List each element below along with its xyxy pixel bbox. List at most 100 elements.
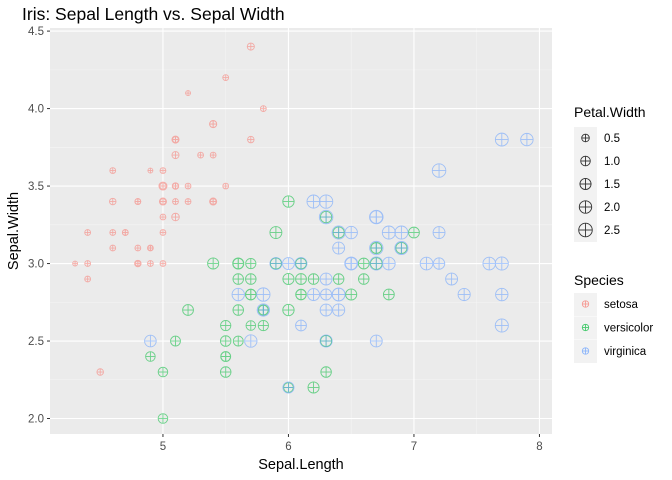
data-point — [369, 209, 384, 225]
y-tick-label: 4.0 — [28, 104, 44, 116]
size-legend-glyph — [581, 133, 590, 143]
data-point — [432, 226, 446, 239]
data-point — [369, 240, 384, 256]
size-legend-label: 0.5 — [604, 133, 620, 145]
data-point — [494, 256, 509, 271]
data-point — [269, 226, 283, 239]
data-point — [431, 163, 447, 178]
data-point — [256, 303, 270, 317]
data-point — [222, 74, 230, 81]
size-legend-glyph — [578, 200, 593, 214]
data-point — [245, 288, 257, 301]
data-point — [171, 212, 180, 222]
data-point — [219, 335, 232, 347]
data-point — [269, 257, 283, 270]
data-point — [158, 197, 167, 206]
data-point — [331, 225, 346, 240]
data-point — [259, 105, 267, 112]
data-point — [184, 198, 192, 205]
data-point — [231, 287, 245, 302]
data-point — [147, 244, 154, 252]
data-point — [247, 135, 255, 144]
data-point — [147, 260, 154, 267]
data-point — [220, 351, 231, 362]
y-tick-label: 3.0 — [28, 259, 44, 271]
data-points — [72, 42, 534, 424]
data-point — [345, 288, 358, 301]
data-point — [319, 272, 333, 286]
data-point — [382, 256, 396, 271]
color-legend-glyph — [581, 323, 590, 332]
data-point — [394, 241, 409, 256]
data-point — [84, 260, 92, 267]
y-tick-label: 2.5 — [28, 336, 44, 348]
data-point — [220, 319, 232, 332]
color-legend: Species setosa versicolor virginica — [574, 272, 653, 363]
y-axis: 2.0 2.5 3.0 3.5 4.0 4.5 — [28, 26, 50, 426]
data-point — [294, 257, 308, 270]
plot-panel — [50, 28, 552, 434]
size-legend-glyph — [579, 177, 592, 191]
size-legend: Petal.Width 0.5 1.0 1.5 2.0 2.5 — [574, 104, 646, 242]
color-legend-label: virginica — [604, 346, 647, 358]
data-point — [332, 241, 346, 255]
data-point — [295, 319, 307, 332]
data-point — [159, 229, 167, 236]
data-point — [332, 273, 345, 285]
data-point — [318, 209, 334, 225]
data-point — [408, 226, 420, 239]
data-point — [209, 120, 218, 129]
data-point — [256, 287, 271, 302]
data-point — [520, 132, 534, 147]
data-point — [282, 195, 295, 208]
data-point — [219, 366, 232, 378]
data-point — [222, 182, 230, 190]
data-point — [232, 304, 244, 316]
data-point — [319, 303, 333, 317]
data-point — [282, 303, 295, 317]
data-point — [282, 257, 295, 270]
data-point — [358, 273, 370, 285]
size-legend-glyph — [578, 222, 593, 238]
data-point — [134, 198, 142, 205]
data-point — [134, 259, 142, 268]
size-legend-label: 1.5 — [604, 179, 620, 191]
data-point — [145, 351, 156, 362]
size-legend-label: 1.0 — [604, 156, 620, 168]
size-legend-glyph — [580, 155, 591, 167]
y-tick-label: 4.5 — [28, 26, 44, 38]
data-point — [232, 273, 244, 285]
data-point — [318, 194, 334, 209]
color-legend-label: setosa — [604, 299, 638, 311]
data-point — [209, 151, 217, 159]
data-point — [207, 257, 220, 270]
series-setosa — [72, 42, 267, 376]
data-point — [245, 320, 257, 331]
data-point — [319, 334, 333, 348]
data-point — [494, 132, 509, 147]
data-point — [147, 167, 154, 174]
data-point — [344, 225, 358, 240]
data-point — [209, 197, 218, 206]
data-point — [171, 182, 180, 190]
color-legend-label: versicolor — [604, 323, 653, 335]
size-legend-label: 2.5 — [604, 225, 620, 237]
data-point — [134, 244, 142, 252]
y-tick-label: 2.0 — [28, 414, 44, 426]
data-point — [369, 256, 384, 271]
data-point — [182, 304, 194, 316]
data-point — [419, 256, 434, 271]
color-legend-title: Species — [574, 272, 624, 288]
data-point — [457, 287, 471, 302]
data-point — [432, 257, 446, 270]
data-point — [121, 229, 129, 236]
data-point — [482, 256, 497, 271]
data-point — [245, 273, 257, 285]
data-point — [357, 257, 370, 270]
size-legend-title: Petal.Width — [574, 104, 646, 120]
color-legend-glyph — [581, 300, 590, 308]
data-point — [344, 256, 358, 271]
data-point — [282, 273, 295, 286]
data-point — [307, 273, 320, 285]
data-point — [159, 213, 167, 221]
